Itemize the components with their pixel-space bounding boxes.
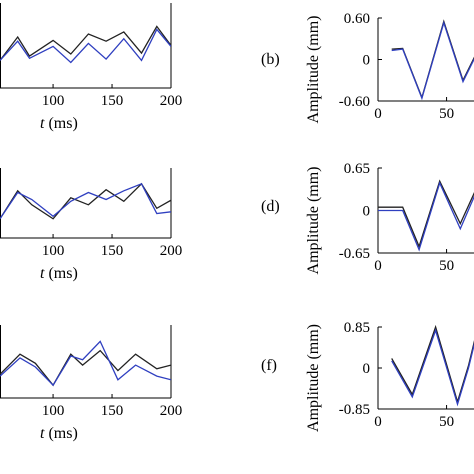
y-axis-title: Amplitude (mm) (305, 16, 322, 124)
panel-label-f: (f) (261, 357, 277, 374)
series-line-black (0, 25, 171, 61)
y-tick-label: 0 (363, 204, 371, 220)
x-tick-label: 150 (101, 93, 124, 109)
x-tick-label: 150 (101, 243, 124, 259)
y-tick-label: -0.85 (339, 402, 370, 418)
x-axis-title: t (ms) (40, 115, 78, 132)
x-axis-title-unit: (ms) (44, 265, 77, 282)
series-line-black (378, 179, 474, 249)
x-tick-label: 200 (160, 403, 183, 419)
panel-label-b: (b) (261, 51, 280, 68)
series-line-blue (378, 181, 474, 252)
y-tick-label: 0 (363, 53, 371, 69)
x-axis-title-variable: t (40, 265, 45, 282)
y-axis-title: Amplitude (mm) (305, 324, 322, 432)
x-tick-label: 100 (42, 243, 65, 259)
y-tick-label: 0.85 (344, 320, 370, 336)
x-tick-label: 50 (439, 106, 454, 122)
chart-panel-c: 100 150 200 t (ms) (0, 168, 182, 282)
y-tick-label: -0.65 (339, 246, 370, 262)
x-tick-label: 100 (42, 403, 65, 419)
panel-label-d: (d) (261, 198, 280, 215)
series-line-black (0, 182, 171, 220)
y-tick-label: -0.60 (339, 94, 370, 110)
x-tick-label: 100 (42, 93, 65, 109)
series-line-blue (391, 20, 474, 101)
x-tick-label: 50 (439, 414, 454, 430)
x-tick-label: 0 (374, 106, 382, 122)
series-line-black (0, 349, 171, 387)
y-tick-label: 0.60 (344, 11, 370, 27)
y-tick-label: 0 (363, 361, 371, 377)
x-tick-label: 0 (374, 414, 382, 430)
y-tick-label: 0.65 (344, 161, 370, 177)
x-axis-title-variable: t (40, 425, 45, 442)
x-tick-label: 150 (101, 403, 124, 419)
series-line-blue (0, 182, 171, 220)
series-line-blue (391, 328, 474, 407)
x-axis-title: t (ms) (40, 265, 78, 282)
series-line-blue (0, 340, 171, 387)
chart-panel-a: 100 150 200 t (ms) (0, 3, 182, 132)
x-tick-label: 200 (160, 93, 183, 109)
y-axis-title: Amplitude (mm) (305, 167, 322, 275)
x-axis-title-unit: (ms) (44, 115, 77, 132)
x-tick-label: 0 (374, 258, 382, 274)
x-axis-title: t (ms) (40, 425, 78, 442)
x-tick-label: 200 (160, 243, 183, 259)
chart-panel-e: 100 150 200 t (ms) (0, 325, 182, 442)
x-axis-title-unit: (ms) (44, 425, 77, 442)
series-line-blue (0, 28, 171, 64)
x-axis-title-variable: t (40, 115, 45, 132)
x-tick-label: 50 (439, 258, 454, 274)
